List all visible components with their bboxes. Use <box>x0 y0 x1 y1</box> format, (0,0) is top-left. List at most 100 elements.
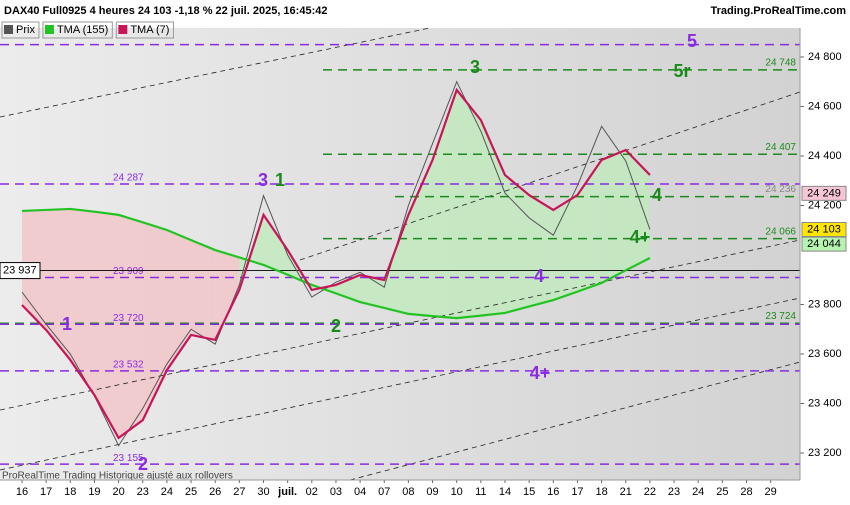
legend-swatch <box>44 25 54 34</box>
legend-swatch <box>118 25 128 34</box>
x-tick-label: 25 <box>716 486 728 498</box>
band-fill <box>553 195 578 301</box>
site: Trading.ProRealTime.com <box>710 5 846 17</box>
x-tick-label: 23 <box>137 486 149 498</box>
x-tick-label: 09 <box>426 486 438 498</box>
wave-label: 1 <box>275 170 285 190</box>
y-tick-label: 23 200 <box>808 447 842 459</box>
legend-box <box>115 21 174 39</box>
x-tick-label: 21 <box>620 486 632 498</box>
level-label: 23 909 <box>113 266 144 277</box>
x-tick-label: 29 <box>765 486 777 498</box>
x-tick-label: 25 <box>185 486 197 498</box>
wave-label: 4 <box>534 266 544 286</box>
series-line <box>21 87 651 440</box>
band-fill <box>70 208 95 396</box>
legend-box <box>1 21 40 39</box>
wave-label: 4 <box>652 185 662 205</box>
tag-box <box>0 262 41 280</box>
x-tick-label: juil. <box>277 486 297 498</box>
level-label: 23 532 <box>113 359 144 370</box>
legend-swatch <box>4 25 13 34</box>
wave-label: 4+ <box>630 227 651 247</box>
last-tag: 23 937 <box>3 264 37 276</box>
band-fill <box>456 89 481 319</box>
x-tick-label: 14 <box>499 486 511 498</box>
x-tick-label: 24 <box>692 486 704 498</box>
x-tick-label: 07 <box>378 486 390 498</box>
y-tick-label: 23 600 <box>808 348 842 360</box>
price-tag <box>801 185 847 201</box>
x-tick-label: 24 <box>161 486 173 498</box>
legend-box <box>42 21 113 39</box>
x-tick-label: 04 <box>354 486 366 498</box>
wave-label: 5 <box>687 31 697 51</box>
level-label: 24 236 <box>765 184 796 195</box>
level-label: 24 287 <box>113 173 144 184</box>
level-label: 24 066 <box>765 226 796 237</box>
level-label: 23 720 <box>113 313 144 324</box>
price-tag-label: 24 044 <box>807 238 841 250</box>
wave-label: 5r <box>673 61 690 81</box>
band-fill <box>215 250 240 340</box>
level-label: 23 724 <box>765 311 796 322</box>
wave-label: 1 <box>62 314 72 334</box>
x-tick-label: 27 <box>233 486 245 498</box>
legend-label: TMA (7) <box>130 24 169 36</box>
x-tick-label: 10 <box>451 486 463 498</box>
x-tick-label: 30 <box>257 486 269 498</box>
band-fill <box>625 150 650 271</box>
band-fill <box>601 150 626 283</box>
y-tick-label: 24 800 <box>808 51 842 63</box>
x-tick-label: 17 <box>571 486 583 498</box>
band-fill <box>191 240 216 340</box>
x-tick-label: 11 <box>475 486 486 498</box>
series-line <box>21 207 651 320</box>
x-tick-label: 16 <box>547 486 559 498</box>
x-tick-label: 03 <box>330 486 342 498</box>
band-fill <box>577 159 602 292</box>
band-fill <box>480 120 505 316</box>
x-tick-label: 28 <box>740 486 752 498</box>
channel-lines <box>0 28 800 480</box>
title: DAX40 Full0925 4 heures 24 103 -1,18 % 2… <box>4 5 327 17</box>
y-tick-label: 24 200 <box>808 199 842 211</box>
level-label: 24 748 <box>765 57 796 68</box>
y-tick-label: 24 400 <box>808 150 842 162</box>
price-tag <box>801 236 847 252</box>
wave-label: 2 <box>138 454 148 474</box>
band-fill <box>263 214 288 275</box>
y-tick-label: 23 800 <box>808 298 842 310</box>
x-tick-label: 18 <box>64 486 76 498</box>
legend-label: TMA (155) <box>57 24 108 36</box>
x-tick-label: 15 <box>523 486 535 498</box>
band-fill <box>432 89 457 319</box>
wave-label: 2 <box>331 316 341 336</box>
band-fill <box>384 214 409 314</box>
price-tag-label: 24 103 <box>807 223 841 235</box>
price-tag <box>801 221 847 237</box>
wave-label: 3 <box>470 57 480 77</box>
price-tag-label: 24 249 <box>807 187 841 199</box>
x-tick-label: 20 <box>112 486 124 498</box>
y-tick-label: 23 400 <box>808 397 842 409</box>
x-tick-label: 22 <box>644 486 656 498</box>
x-tick-label: 26 <box>209 486 221 498</box>
band-fill <box>505 175 530 313</box>
x-tick-label: 16 <box>16 486 28 498</box>
footer: ProRealTime Trading Historique ajusté au… <box>2 471 233 482</box>
x-tick-label: 08 <box>402 486 414 498</box>
band-fill <box>118 214 143 438</box>
x-tick-label: 02 <box>306 486 318 498</box>
x-tick-label: 23 <box>668 486 680 498</box>
level-label: 23 155 <box>113 453 144 464</box>
band-fill <box>46 208 71 360</box>
band-fill <box>529 195 554 307</box>
legend-label: Prix <box>16 24 35 36</box>
wave-label: 3 <box>258 170 268 190</box>
wave-label: 4+ <box>530 363 551 383</box>
y-tick-label: 24 600 <box>808 100 842 112</box>
band-fill <box>166 229 192 371</box>
x-tick-label: 19 <box>88 486 100 498</box>
